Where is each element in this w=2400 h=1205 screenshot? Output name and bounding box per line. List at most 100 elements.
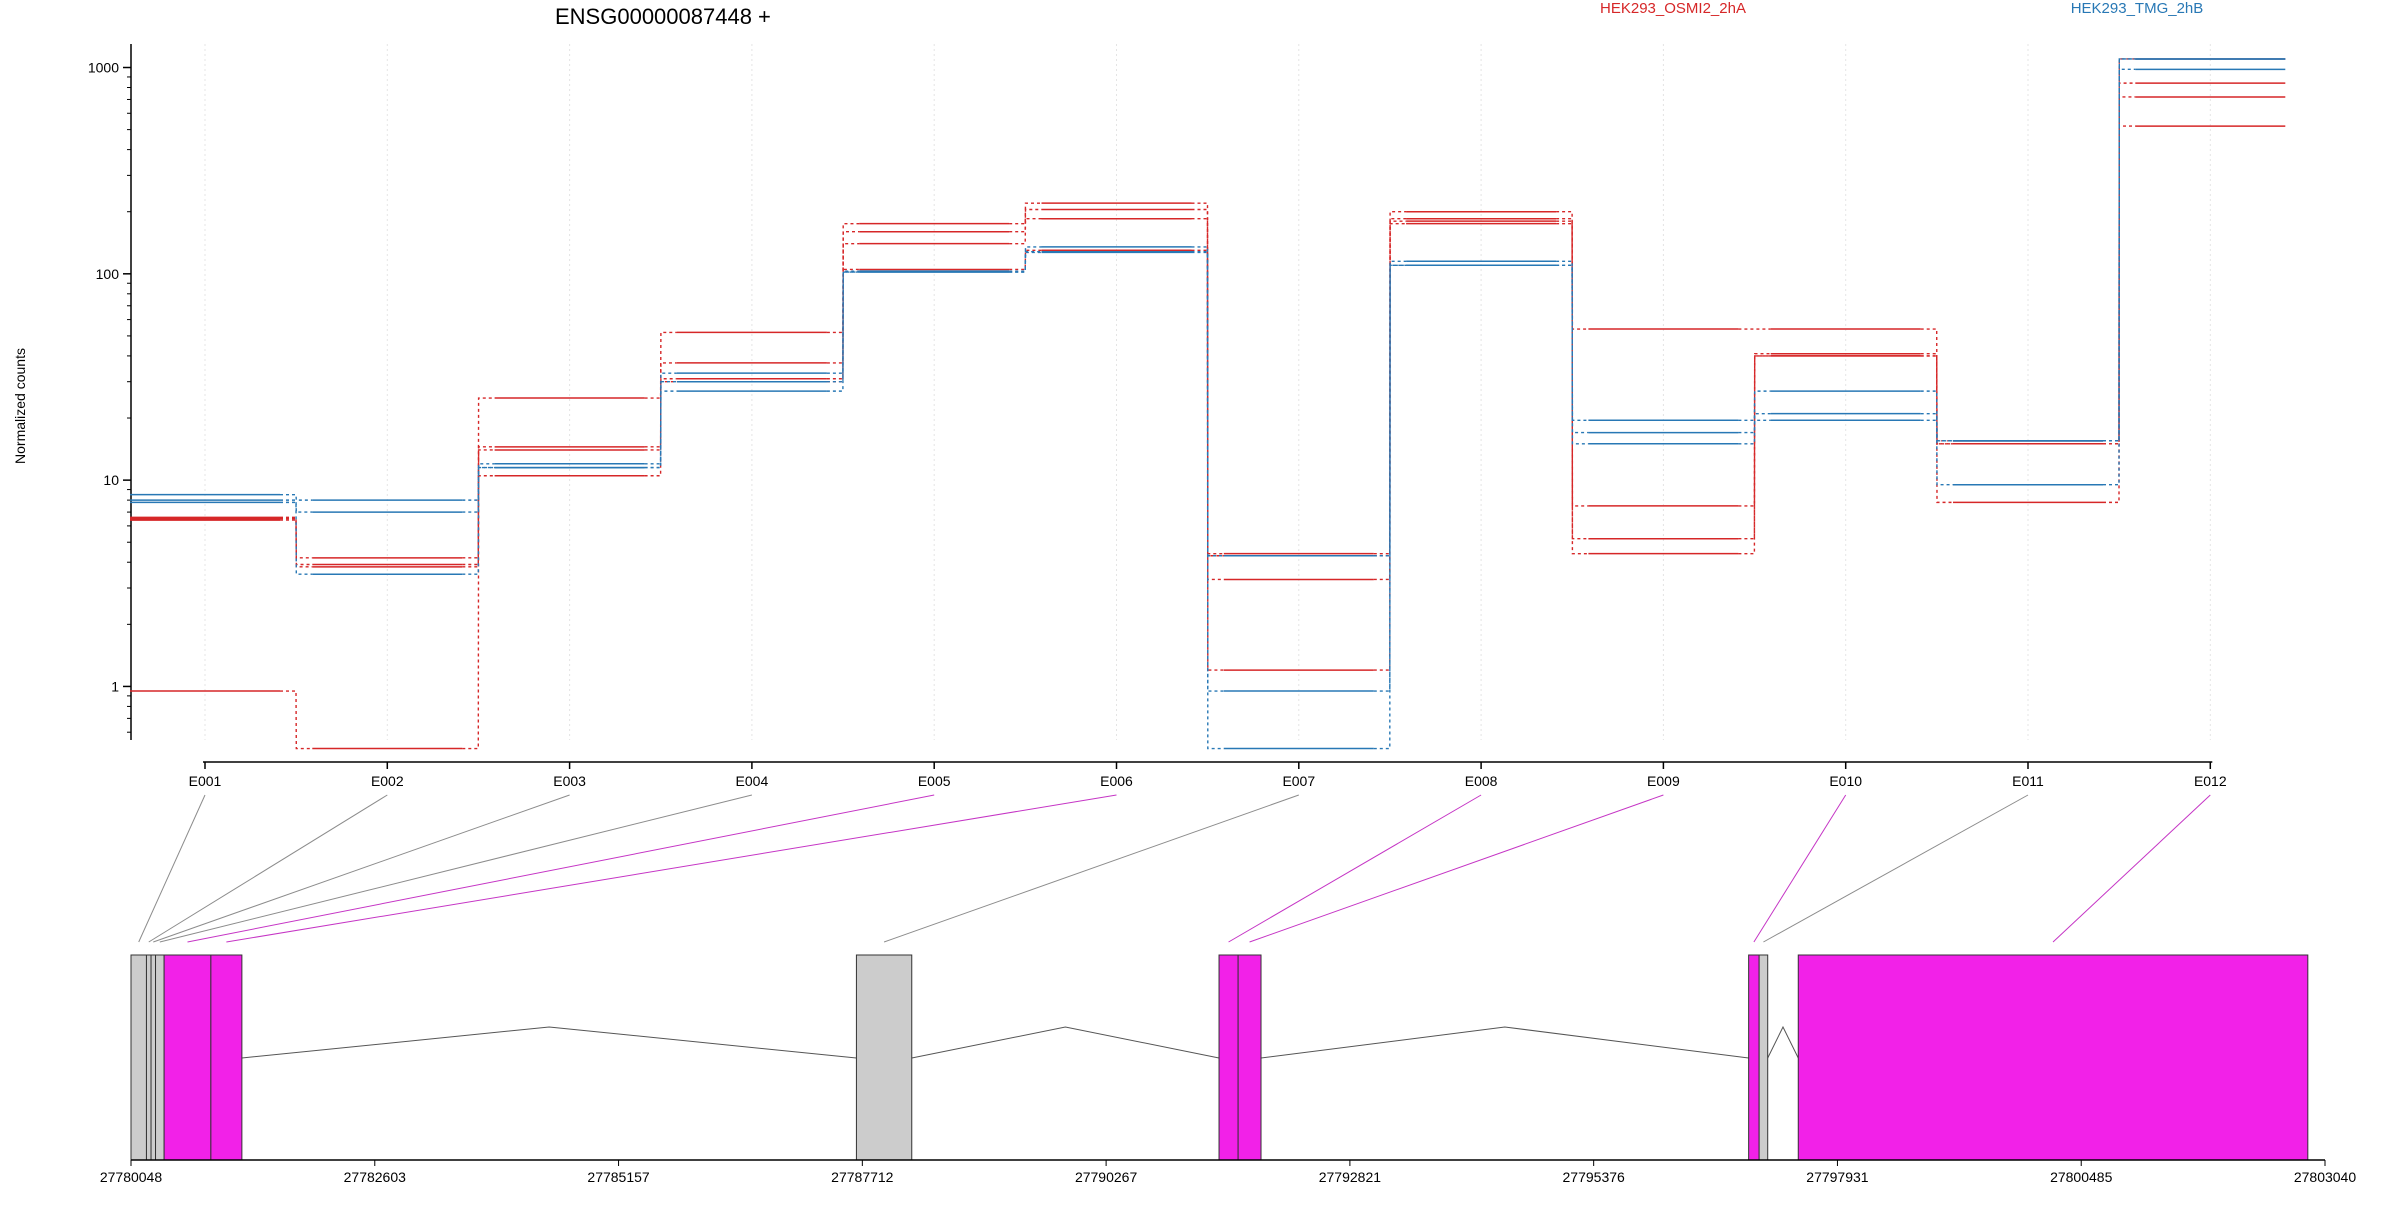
series-1-connector — [1191, 202, 1224, 555]
connector-e012 — [2052, 794, 2211, 943]
series-1-connector — [1009, 202, 1042, 225]
x-tick-label-e007: E007 — [1282, 773, 1315, 789]
series-3-connector — [1009, 217, 1042, 245]
x-tick-label-e002: E002 — [371, 773, 404, 789]
series-5-connector — [462, 463, 495, 501]
genomic-tick-label: 27795376 — [1563, 1169, 1626, 1185]
series-4-connector — [1920, 355, 1953, 445]
series-4-connector — [826, 268, 860, 380]
connector-e003 — [153, 794, 570, 943]
series-4-connector — [2103, 58, 2136, 445]
x-tick-label-e009: E009 — [1647, 773, 1680, 789]
connector-e002 — [148, 794, 388, 943]
exon-e005 — [163, 954, 212, 1161]
exon-e008 — [1218, 954, 1239, 1161]
series-5-connector — [1009, 246, 1042, 272]
y-axis: 1 10 100 1000 — [88, 44, 132, 740]
genomic-tick-label: 27790267 — [1075, 1169, 1138, 1185]
series-7-connector — [1191, 251, 1224, 750]
intron-line — [911, 1026, 1220, 1059]
series-7-connector — [280, 501, 313, 575]
series-1-connector — [462, 397, 495, 559]
connector-e010 — [1753, 794, 1847, 943]
series-7 — [130, 58, 2286, 750]
intron-line — [1260, 1026, 1749, 1059]
series-5-connector — [1556, 260, 1589, 421]
connector-e005 — [187, 794, 935, 943]
y-tick-label: 100 — [96, 266, 120, 282]
series-1-connector — [826, 222, 860, 334]
series-7-connector — [1009, 251, 1042, 273]
x-tick-label-e010: E010 — [1829, 773, 1862, 789]
genomic-tick-label: 27780048 — [100, 1169, 163, 1185]
exon-e003 — [150, 954, 157, 1161]
genomic-tick-label: 27785157 — [587, 1169, 650, 1185]
legend-entry-osmi2: HEK293_OSMI2_2hA — [1600, 0, 1746, 17]
x-tick-label-e012: E012 — [2194, 773, 2227, 789]
x-axis: E001 E002 E003 E004 E005 E006 E007 E008 E009 E010… — [189, 761, 2227, 789]
series-3-connector — [1373, 222, 1407, 671]
series-6-connector — [462, 466, 495, 513]
series-7-connector — [1373, 264, 1407, 750]
chart-title: ENSG00000087448 + — [555, 4, 771, 29]
series-5-connector — [644, 372, 677, 465]
exon-e004 — [155, 954, 165, 1161]
x-tick-label-e011: E011 — [2012, 773, 2044, 789]
series-7-connector — [1556, 264, 1589, 445]
x-tick-label-e003: E003 — [553, 773, 586, 789]
genomic-tick-label: 27800485 — [2050, 1169, 2113, 1185]
connector-e006 — [226, 794, 1117, 943]
series-5-connector — [1738, 390, 1771, 421]
exon-e006 — [210, 954, 243, 1161]
connector-e001 — [138, 794, 206, 943]
series-7-connector — [644, 390, 677, 469]
intron-line — [1767, 1025, 1799, 1059]
series-4-connector — [1738, 355, 1771, 555]
exon-e012 — [1797, 954, 2309, 1161]
series-4-connector — [1191, 249, 1224, 557]
series-2-connector — [1556, 217, 1589, 507]
x-tick-label-e008: E008 — [1465, 773, 1498, 789]
y-axis-label: Normalized counts — [12, 348, 28, 464]
series-4-connector — [1009, 249, 1042, 271]
exon-e009 — [1237, 954, 1262, 1161]
series-7-connector — [1738, 419, 1771, 445]
gene-model — [130, 954, 2309, 1161]
genomic-tick-label: 27782603 — [344, 1169, 407, 1185]
series-6-connector — [280, 499, 313, 513]
series-3-connector — [1738, 355, 1771, 540]
series-6-connector — [826, 271, 860, 383]
y-tick-label: 1000 — [88, 60, 119, 76]
series-3-connector — [280, 690, 313, 750]
series-4-connector — [644, 378, 677, 451]
x-tick-label-e004: E004 — [736, 773, 769, 789]
series-2-connector — [1009, 208, 1042, 233]
exon-e007 — [855, 954, 913, 1161]
series-3-connector — [462, 475, 495, 750]
genomic-tick-label: 27803040 — [2294, 1169, 2357, 1185]
series-5-connector — [280, 493, 313, 501]
connector-e011 — [1763, 794, 2029, 943]
exon-e011 — [1758, 954, 1769, 1161]
series-2-connector — [1373, 217, 1407, 581]
genomic-tick-label: 27797931 — [1806, 1169, 1869, 1185]
y-tick-label: 10 — [103, 472, 119, 488]
exon-e001 — [130, 954, 147, 1161]
series-7-connector — [462, 466, 495, 575]
genomic-tick-label: 27787712 — [831, 1169, 894, 1185]
y-tick-label: 1 — [111, 678, 119, 694]
series-1-connector — [1920, 328, 1953, 442]
exon-e010 — [1748, 954, 1760, 1161]
series-3-connector — [644, 380, 677, 477]
connector-e009 — [1249, 794, 1664, 943]
series-7-connector — [1920, 419, 1953, 486]
series-5-connector — [1920, 390, 1953, 442]
connector-e004 — [159, 794, 753, 943]
exon-connectors — [138, 794, 2211, 943]
connector-e007 — [883, 794, 1299, 943]
series-6-connector — [1373, 264, 1407, 692]
series-3-connector — [1556, 222, 1589, 540]
x-gridlines — [204, 44, 2211, 740]
